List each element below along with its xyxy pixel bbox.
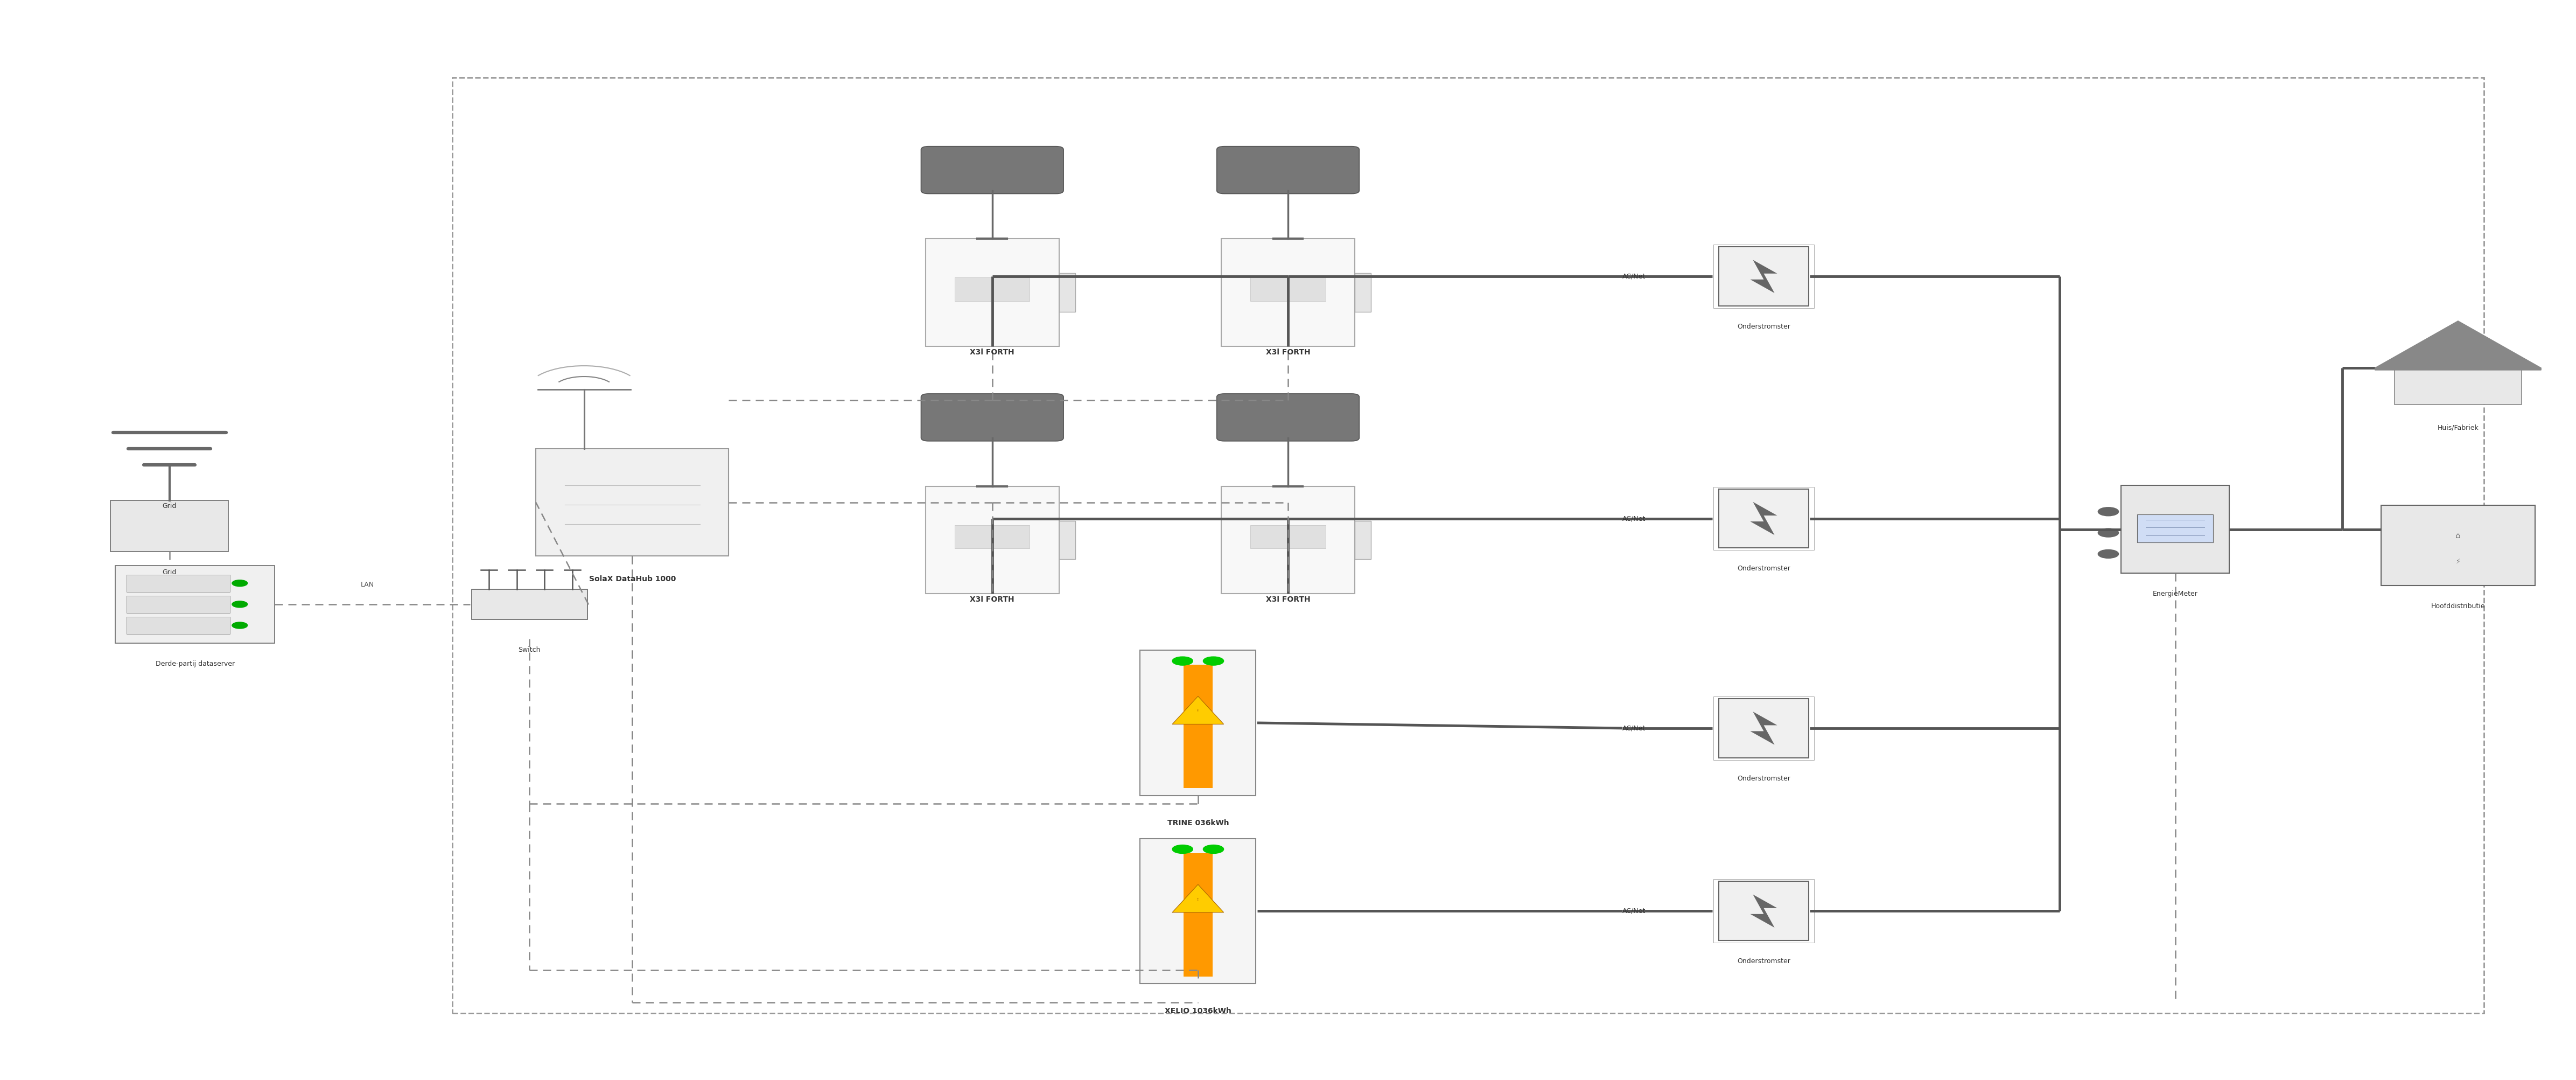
- Circle shape: [1172, 845, 1193, 853]
- Text: ⚡: ⚡: [2455, 558, 2460, 565]
- Text: Derde-partij dataserver: Derde-partij dataserver: [155, 661, 234, 667]
- Polygon shape: [1172, 885, 1224, 913]
- Polygon shape: [2375, 321, 2540, 370]
- Text: Onderstromster: Onderstromster: [1736, 775, 1790, 782]
- Circle shape: [232, 602, 247, 607]
- Text: Switch: Switch: [518, 647, 541, 653]
- FancyBboxPatch shape: [1216, 394, 1360, 441]
- Text: AC/Net: AC/Net: [1623, 907, 1646, 915]
- FancyBboxPatch shape: [922, 394, 1064, 441]
- Bar: [1182, 665, 1213, 788]
- Text: XELIO 1036kWh: XELIO 1036kWh: [1164, 1008, 1231, 1015]
- Bar: [1718, 247, 1808, 306]
- Bar: [126, 617, 229, 634]
- Bar: [453, 78, 2483, 1013]
- FancyBboxPatch shape: [922, 147, 1064, 193]
- Bar: [1059, 521, 1074, 559]
- Bar: [2120, 485, 2228, 573]
- Bar: [126, 575, 229, 592]
- Bar: [1718, 881, 1808, 941]
- Polygon shape: [1749, 894, 1777, 928]
- Text: TRINE 036kWh: TRINE 036kWh: [1167, 819, 1229, 826]
- Bar: [2380, 505, 2535, 585]
- Bar: [925, 239, 1059, 347]
- Bar: [925, 486, 1059, 594]
- Circle shape: [1203, 657, 1224, 665]
- Text: AC/Net: AC/Net: [1623, 515, 1646, 522]
- Text: X3l FORTH: X3l FORTH: [971, 596, 1015, 604]
- Polygon shape: [1172, 697, 1224, 725]
- Bar: [1182, 853, 1213, 976]
- Text: ⌂: ⌂: [2455, 531, 2460, 540]
- Circle shape: [2437, 347, 2481, 365]
- Circle shape: [1203, 845, 1224, 853]
- Bar: [1718, 699, 1808, 758]
- Bar: [116, 566, 276, 644]
- Polygon shape: [1749, 260, 1777, 293]
- Text: LAN: LAN: [361, 581, 374, 589]
- Circle shape: [2097, 508, 2117, 516]
- Text: SolaX DataHub 1000: SolaX DataHub 1000: [590, 576, 675, 583]
- Text: AC/Net: AC/Net: [1623, 725, 1646, 732]
- Bar: [1141, 838, 1257, 984]
- Circle shape: [1172, 657, 1193, 665]
- Bar: [1713, 245, 1814, 308]
- Text: Huis/Fabriek: Huis/Fabriek: [2437, 424, 2478, 431]
- Bar: [2138, 514, 2213, 542]
- Bar: [1713, 697, 1814, 760]
- Bar: [1713, 879, 1814, 943]
- Circle shape: [232, 580, 247, 586]
- Bar: [1141, 650, 1257, 796]
- Polygon shape: [1749, 502, 1777, 535]
- Text: X3l FORTH: X3l FORTH: [1265, 349, 1311, 356]
- Text: Grid: Grid: [162, 569, 178, 576]
- Bar: [956, 278, 1030, 301]
- Text: Grid: Grid: [162, 502, 178, 510]
- Bar: [1355, 521, 1370, 559]
- Text: AC/Net: AC/Net: [1623, 273, 1646, 280]
- Bar: [1355, 273, 1370, 312]
- Circle shape: [232, 622, 247, 629]
- Text: Onderstromster: Onderstromster: [1736, 958, 1790, 964]
- Bar: [471, 590, 587, 620]
- Bar: [126, 596, 229, 612]
- Text: X3l FORTH: X3l FORTH: [1265, 596, 1311, 604]
- Text: Onderstromster: Onderstromster: [1736, 565, 1790, 572]
- Bar: [111, 500, 229, 552]
- Text: Hoofddistributie: Hoofddistributie: [2432, 603, 2486, 610]
- Bar: [1249, 525, 1327, 549]
- Text: X3l FORTH: X3l FORTH: [971, 349, 1015, 356]
- Bar: [1713, 487, 1814, 550]
- Bar: [2396, 367, 2522, 405]
- Bar: [1718, 489, 1808, 548]
- Text: Onderstromster: Onderstromster: [1736, 323, 1790, 330]
- Text: EnergieMeter: EnergieMeter: [2154, 591, 2197, 597]
- Bar: [536, 448, 729, 556]
- Bar: [956, 525, 1030, 549]
- Bar: [1059, 273, 1074, 312]
- Bar: [1221, 239, 1355, 347]
- Bar: [1221, 486, 1355, 594]
- Bar: [1249, 278, 1327, 301]
- Circle shape: [2097, 528, 2117, 537]
- Circle shape: [2097, 550, 2117, 558]
- FancyBboxPatch shape: [1216, 147, 1360, 193]
- Polygon shape: [1749, 712, 1777, 745]
